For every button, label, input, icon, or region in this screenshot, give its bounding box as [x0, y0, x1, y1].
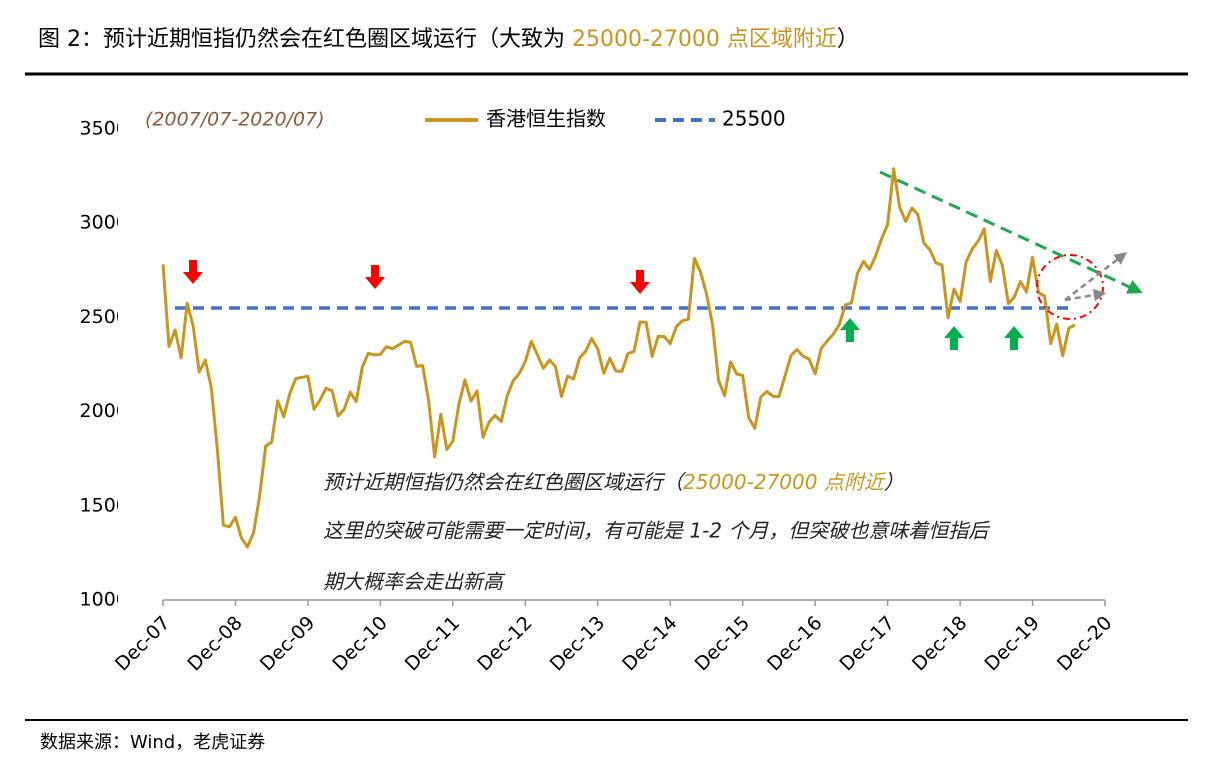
- down-arrow: [630, 270, 650, 294]
- chart-title: 图 2：预计近期恒指仍然会在红色圈区域运行（大致为 25000-27000 点区…: [38, 27, 859, 52]
- y-tick-label: 15000: [80, 494, 140, 516]
- x-tick-label: Dec-09: [256, 612, 320, 676]
- x-tick-label: Dec-14: [618, 612, 682, 676]
- x-tick-label: Dec-18: [908, 612, 972, 676]
- x-tick-label: Dec-12: [473, 612, 537, 676]
- projection-arrow: [1064, 252, 1127, 301]
- y-tick-label: 35000: [80, 118, 140, 140]
- legend: 香港恒生指数 25500: [425, 107, 786, 131]
- title-part: ）: [837, 27, 859, 52]
- legend-label: 25500: [722, 107, 786, 131]
- date-range: (2007/07-2020/07): [145, 109, 325, 131]
- y-tick-label: 30000: [80, 212, 140, 234]
- annotation-line: 这里的突破可能需要一定时间，有可能是 1-2 个月，但突破也意味着恒指后: [323, 519, 990, 543]
- annotation-line: 期大概率会走出新高: [323, 570, 506, 594]
- x-tick-label: Dec-07: [111, 612, 175, 676]
- series-line: [161, 167, 1076, 549]
- legend-label: 香港恒生指数: [486, 107, 606, 131]
- trend-line: [879, 170, 1143, 294]
- target-circle: [1036, 254, 1104, 320]
- y-tick-label: 25000: [80, 306, 140, 328]
- up-arrow: [944, 326, 964, 350]
- x-tick-label: Dec-20: [1053, 612, 1117, 676]
- y-tick-label: 20000: [80, 400, 140, 422]
- title-part: 图 2：预计近期恒指仍然会在红色圈区域运行（大致为: [38, 27, 572, 52]
- x-tick-label: Dec-08: [183, 612, 247, 676]
- x-tick-label: Dec-15: [691, 612, 755, 676]
- title-part: 25000-27000 点区域附近: [572, 27, 837, 52]
- annotation-part: ）: [884, 470, 904, 494]
- y-axis: 10000 15000 20000 25000 30000 35000: [80, 118, 140, 611]
- projection-arrow: [1064, 288, 1107, 302]
- x-tick-label: Dec-19: [980, 612, 1044, 676]
- x-tick-label: Dec-13: [546, 612, 610, 676]
- annotation-part: 25000-27000 点附近: [683, 470, 887, 494]
- arrows: [183, 170, 1143, 350]
- up-arrow: [1004, 326, 1024, 350]
- annotation-line: 预计近期恒指仍然会在红色圈区域运行（25000-27000 点附近）: [323, 470, 904, 494]
- up-arrow: [840, 318, 860, 342]
- source: 数据来源：Wind，老虎证券: [40, 732, 265, 753]
- x-tick-label: Dec-16: [763, 612, 827, 676]
- x-tick-label: Dec-11: [401, 612, 465, 676]
- annotation: 预计近期恒指仍然会在红色圈区域运行（25000-27000 点附近） 这里的突破…: [323, 470, 990, 594]
- y-tick-label: 10000: [80, 589, 140, 611]
- x-tick-label: Dec-10: [328, 612, 392, 676]
- x-tick-label: Dec-17: [836, 612, 900, 676]
- down-arrow: [365, 265, 385, 289]
- annotation-part: 预计近期恒指仍然会在红色圈区域运行（: [323, 470, 687, 494]
- down-arrow: [183, 260, 203, 284]
